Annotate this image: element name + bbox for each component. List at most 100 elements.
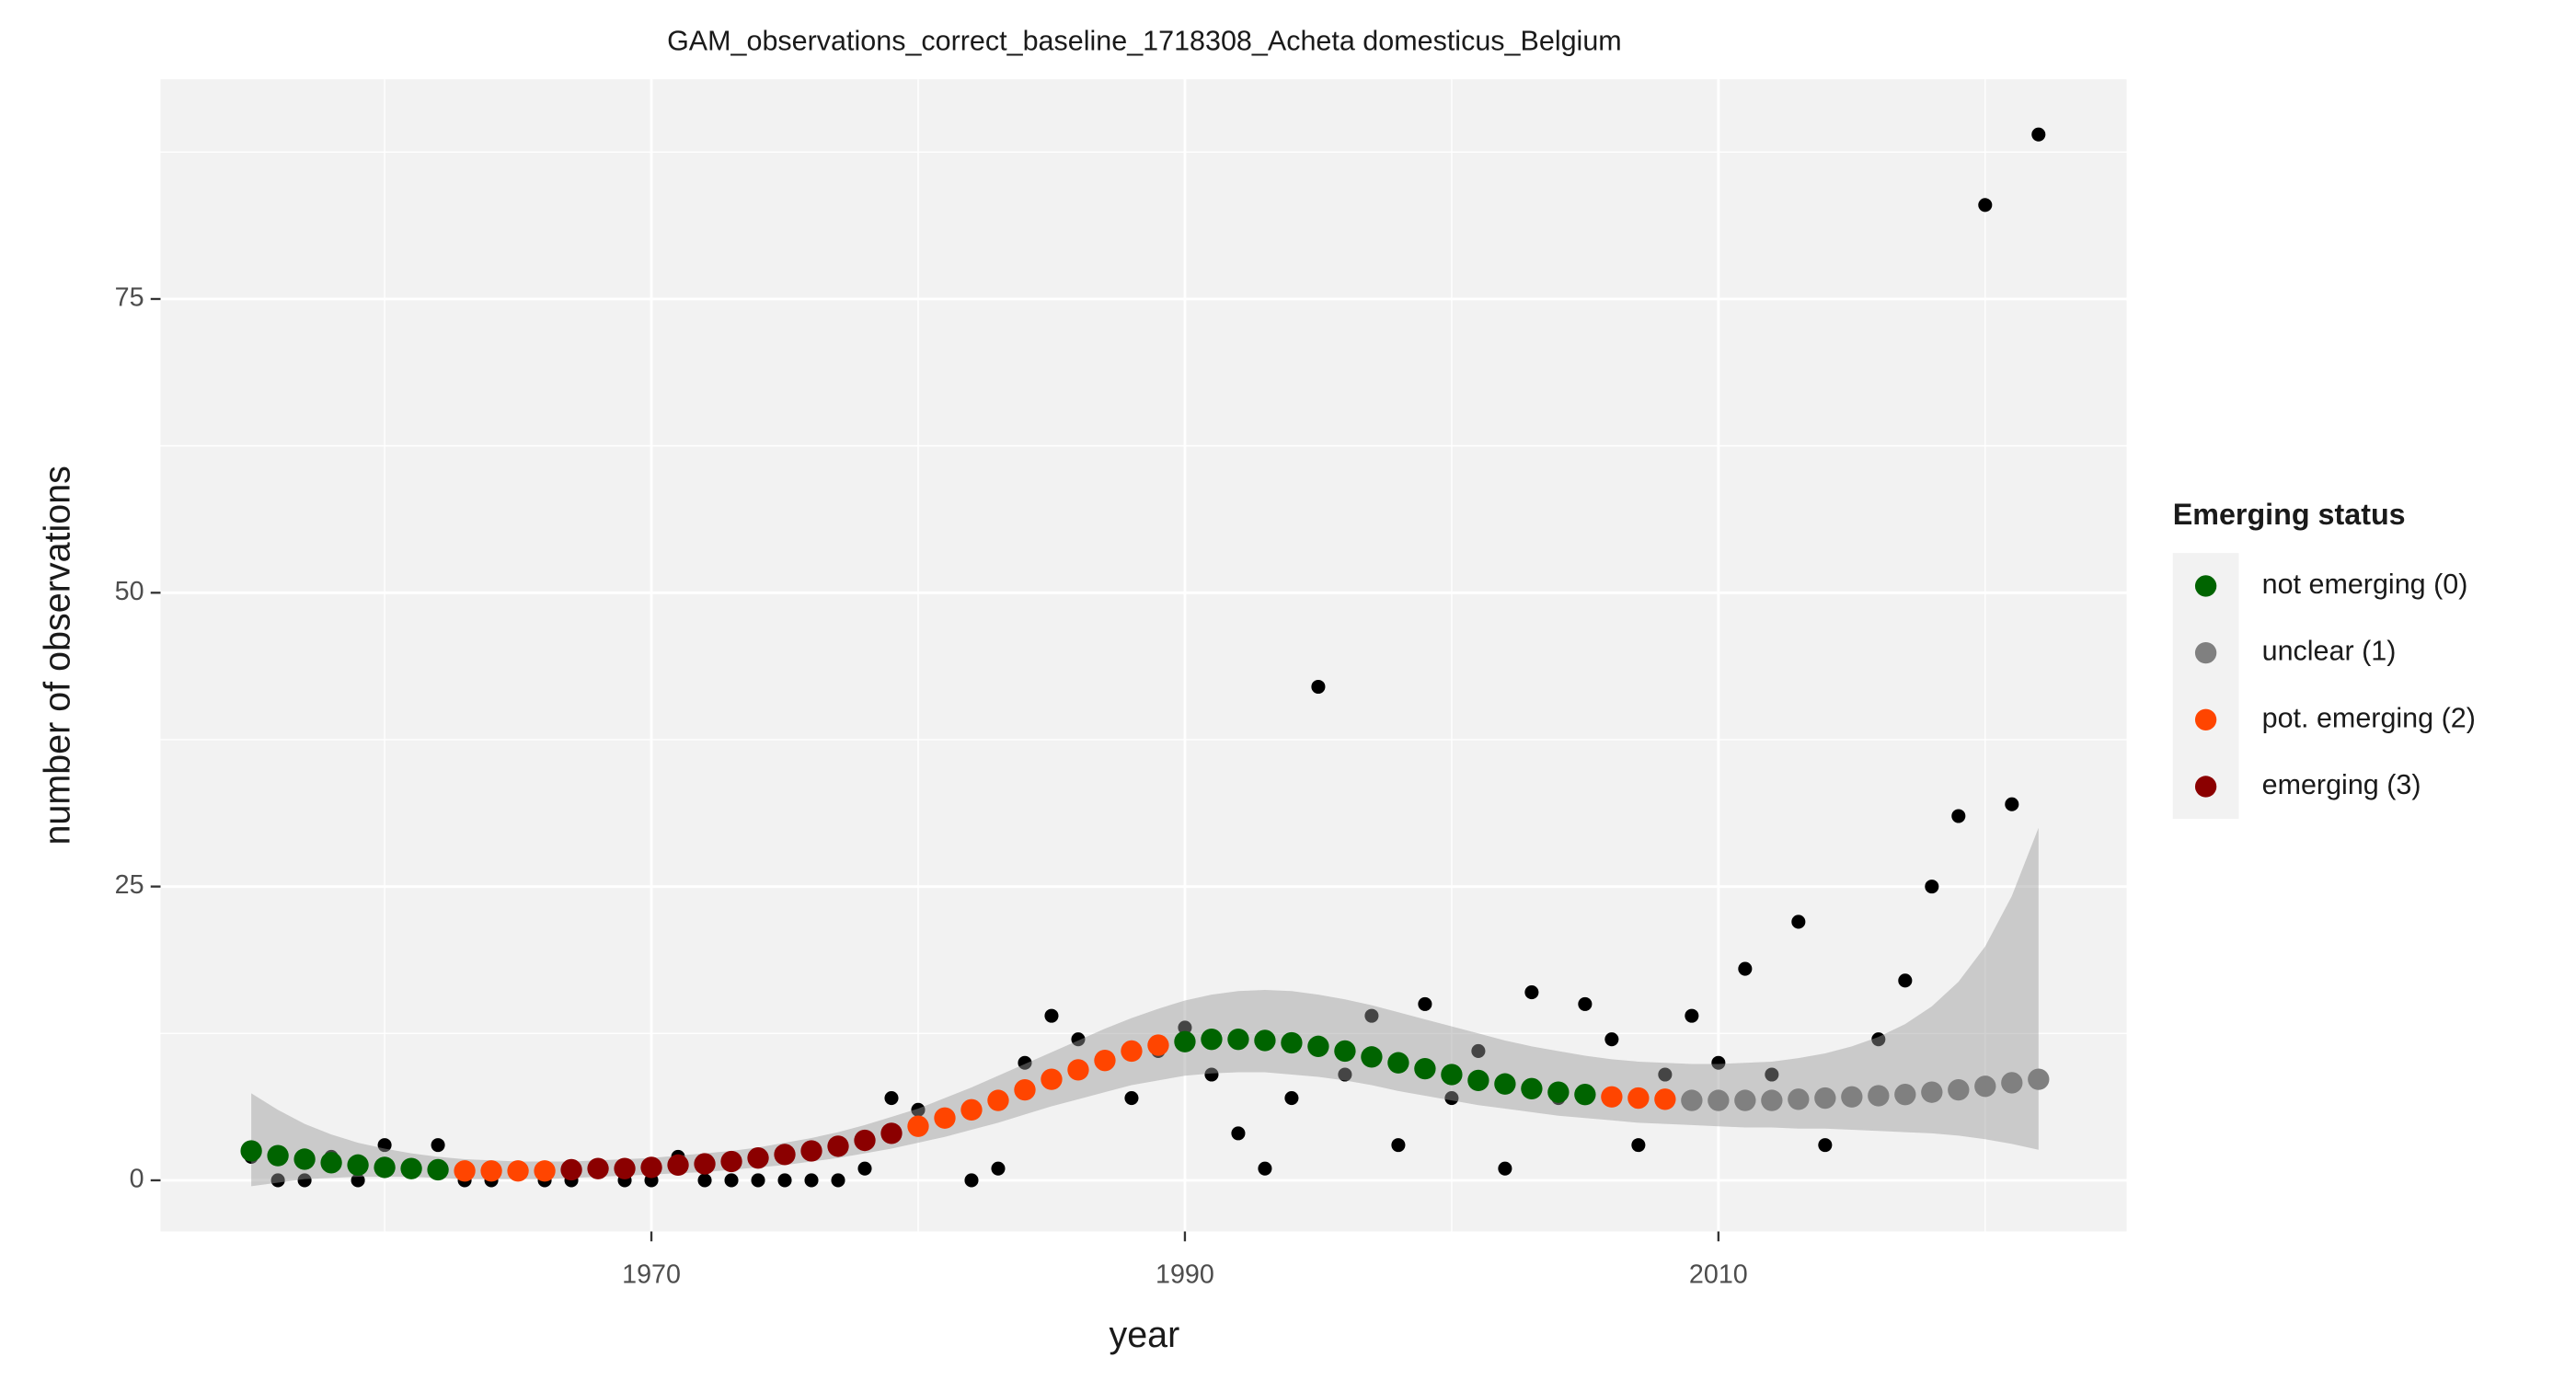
observed-point	[1578, 996, 1593, 1011]
observed-point	[1311, 679, 1326, 695]
fitted-point	[454, 1160, 476, 1182]
fitted-point	[1174, 1030, 1196, 1052]
observed-point	[351, 1173, 365, 1188]
fitted-point	[827, 1135, 849, 1157]
fitted-point	[800, 1140, 822, 1162]
observed-point	[1898, 973, 1913, 988]
observed-point	[1631, 1138, 1646, 1153]
fitted-point	[774, 1144, 796, 1166]
fitted-point	[1227, 1029, 1249, 1051]
observed-point	[777, 1173, 792, 1188]
observed-point	[297, 1173, 312, 1188]
observed-point	[270, 1173, 285, 1188]
observed-point	[1418, 996, 1432, 1011]
observed-point	[1124, 1091, 1139, 1106]
x-tick-label: 2010	[1689, 1260, 1748, 1290]
fitted-point	[240, 1140, 262, 1162]
fitted-point	[400, 1157, 422, 1179]
fitted-point	[640, 1156, 662, 1179]
observed-point	[964, 1173, 979, 1188]
legend-key	[2194, 708, 2217, 730]
observed-point	[1444, 1091, 1459, 1106]
chart-title: GAM_observations_correct_baseline_171830…	[667, 26, 1622, 57]
fitted-point	[1121, 1040, 1143, 1063]
fitted-point	[587, 1157, 609, 1179]
fitted-point	[614, 1157, 636, 1179]
fitted-point	[1014, 1078, 1036, 1101]
fitted-point	[667, 1154, 689, 1177]
observed-point	[1524, 985, 1539, 1000]
observed-point	[1204, 1067, 1219, 1082]
fitted-point	[1974, 1075, 1996, 1098]
fitted-point	[1414, 1057, 1436, 1080]
observed-point	[1711, 1055, 1726, 1070]
fitted-point	[1841, 1086, 1863, 1108]
fitted-point	[1601, 1086, 1623, 1108]
plot-area	[240, 127, 2050, 1188]
fitted-point	[1361, 1046, 1383, 1068]
fitted-point	[1387, 1052, 1409, 1074]
fitted-point	[1281, 1031, 1303, 1054]
observed-point	[1951, 809, 1966, 823]
fitted-point	[1521, 1077, 1543, 1099]
legend-key	[2194, 776, 2217, 798]
observed-point	[431, 1138, 445, 1153]
fitted-point	[1948, 1078, 1970, 1101]
fitted-point	[1441, 1064, 1463, 1086]
observed-point	[1765, 1067, 1779, 1082]
fitted-point	[1788, 1088, 1810, 1110]
fitted-point	[1467, 1069, 1489, 1092]
observed-point	[1978, 198, 1993, 213]
fitted-point	[320, 1152, 342, 1174]
fitted-point	[907, 1115, 929, 1137]
observed-point	[1818, 1138, 1833, 1153]
observed-point	[697, 1173, 712, 1188]
fitted-point	[1067, 1059, 1089, 1081]
observed-point	[377, 1138, 392, 1153]
fitted-point	[1681, 1089, 1703, 1111]
fitted-point	[880, 1122, 903, 1144]
legend-title: Emerging status	[2173, 498, 2406, 531]
fitted-point	[1041, 1068, 1063, 1090]
observed-point	[751, 1173, 765, 1188]
y-tick-label: 50	[115, 577, 144, 606]
observed-point	[1258, 1161, 1272, 1176]
fitted-point	[1307, 1035, 1329, 1058]
fitted-point	[1494, 1073, 1516, 1095]
y-tick-label: 0	[130, 1165, 144, 1194]
observed-point	[1178, 1020, 1192, 1035]
fitted-point	[347, 1154, 369, 1177]
observed-point	[1018, 1055, 1032, 1070]
panel	[160, 79, 2127, 1232]
y-tick-label: 75	[115, 283, 144, 313]
fitted-point	[267, 1144, 289, 1167]
fitted-point	[1334, 1040, 1356, 1063]
observed-point	[1471, 1043, 1486, 1058]
legend-key-background	[2172, 553, 2239, 819]
observed-point	[884, 1091, 899, 1106]
observed-point	[831, 1173, 845, 1188]
observed-point	[2005, 797, 2019, 811]
fitted-point	[534, 1160, 556, 1182]
x-tick-label: 1970	[622, 1260, 681, 1290]
observed-point	[1871, 1032, 1886, 1047]
fitted-point	[1814, 1087, 1836, 1110]
observed-point	[2031, 127, 2046, 142]
observed-point	[1338, 1067, 1352, 1082]
fitted-point	[1894, 1084, 1916, 1106]
observed-point	[1391, 1138, 1406, 1153]
grid	[160, 79, 2127, 1232]
observed-point	[1231, 1126, 1246, 1141]
fitted-point	[1868, 1085, 1890, 1107]
fitted-point	[1147, 1034, 1169, 1056]
fitted-point	[1654, 1088, 1676, 1110]
x-tick-label: 1990	[1156, 1260, 1214, 1290]
fitted-point	[987, 1089, 1009, 1111]
observed-point	[1738, 961, 1753, 976]
y-tick-label: 25	[115, 870, 144, 900]
fitted-point	[720, 1150, 742, 1173]
observed-point	[1498, 1161, 1512, 1176]
fitted-point	[1574, 1084, 1596, 1106]
observed-point	[1685, 1008, 1699, 1023]
